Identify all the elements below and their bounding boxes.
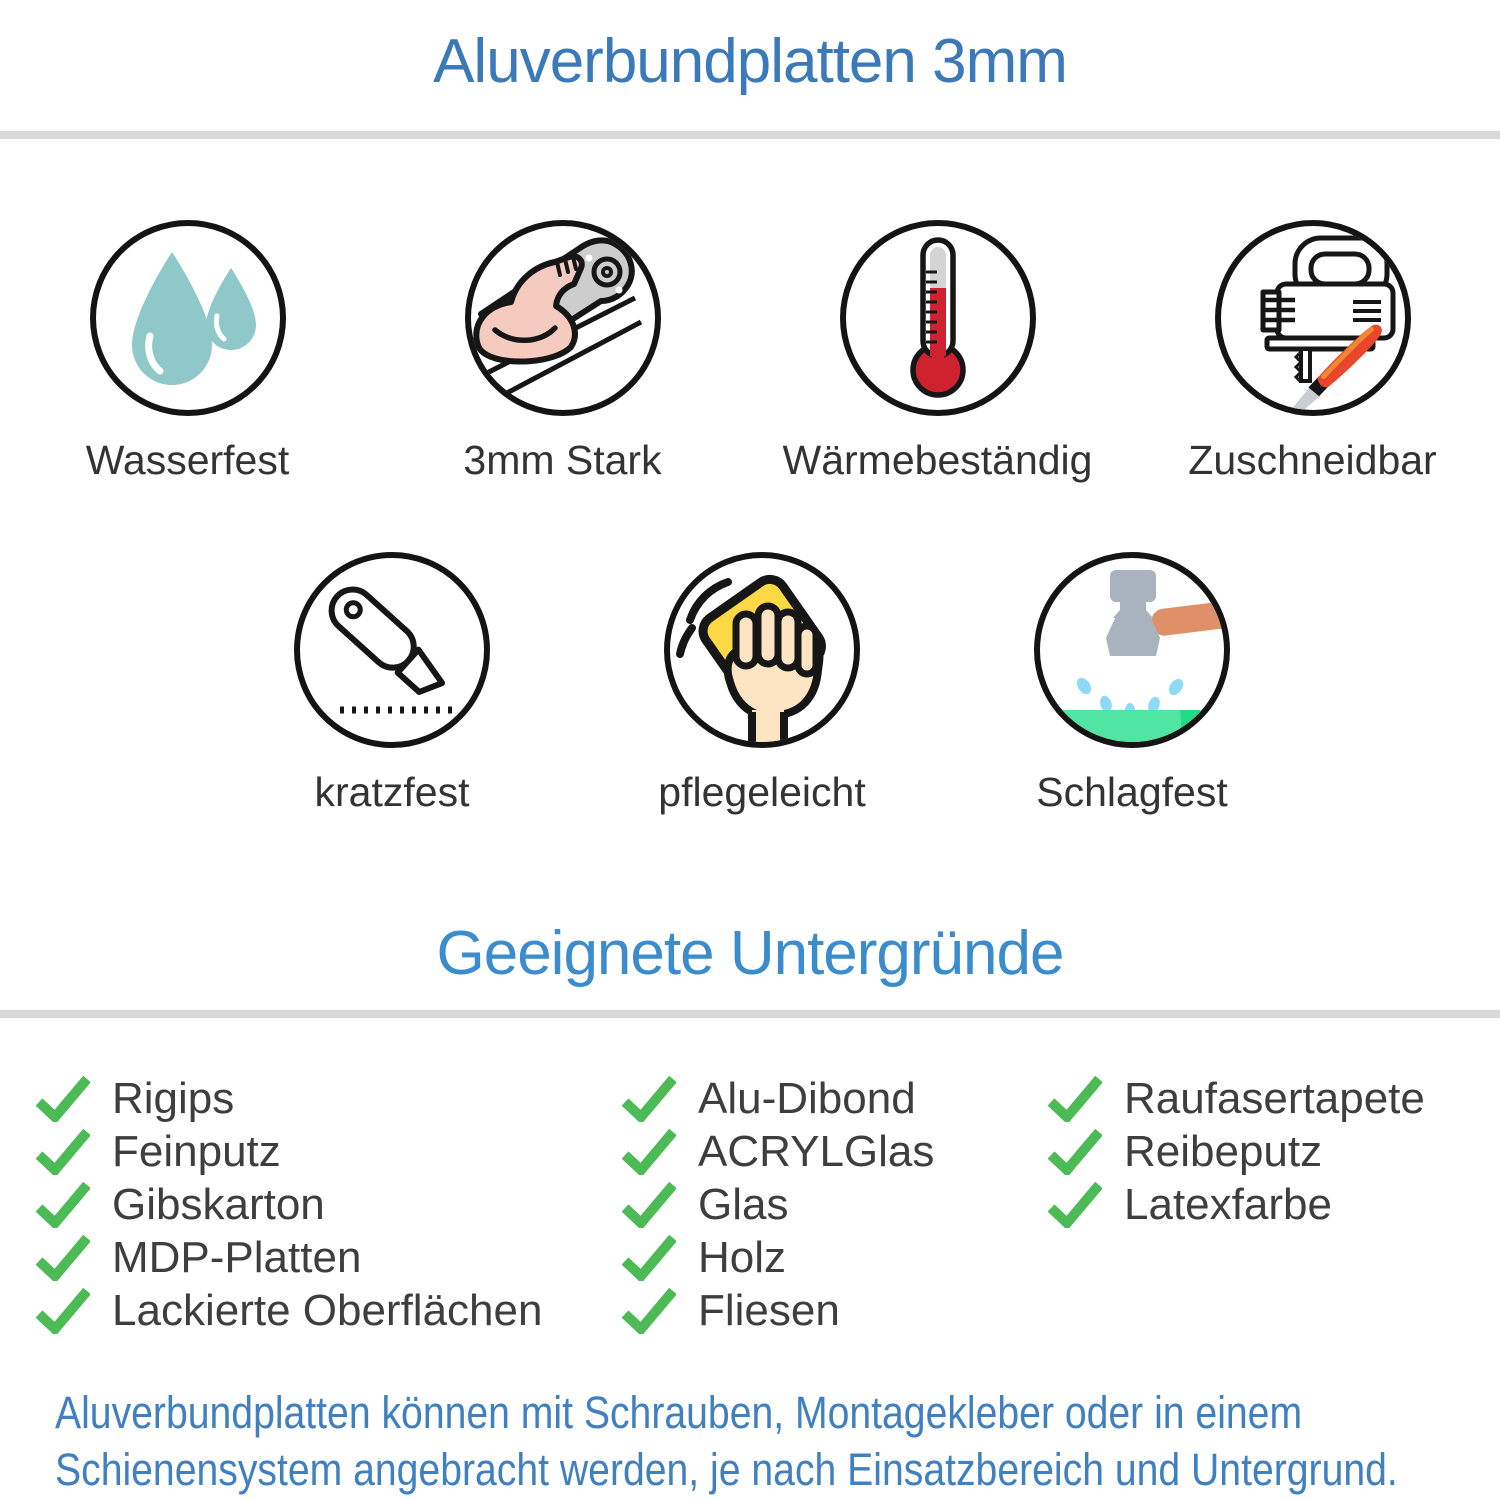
feature-waermebestaendig: Wärmebeständig [750,220,1125,484]
feature-label: Schlagfest [1036,769,1228,815]
list-item: Alu-Dibond [622,1072,934,1125]
list-item: ACRYLGlas [622,1125,934,1178]
list-item-label: Reibeputz [1124,1126,1323,1176]
feature-label: 3mm Stark [463,437,662,483]
check-icon [36,1287,90,1334]
list-item: Latexfarbe [1048,1178,1425,1231]
feature-label: Wärmebeständig [782,437,1093,483]
list-item: Reibeputz [1048,1125,1425,1178]
check-icon [36,1075,90,1122]
list-item-label: Alu-Dibond [698,1073,916,1123]
list-item-label: Lackierte Oberflächen [112,1285,543,1335]
check-icon [1048,1128,1102,1175]
list-item: Holz [622,1231,934,1284]
muscle-arm-icon [472,237,642,397]
check-icon [622,1234,676,1281]
check-icon [622,1075,676,1122]
check-icon [36,1181,90,1228]
check-icon [622,1181,676,1228]
list-item-label: Feinputz [112,1126,281,1176]
feature-pflegeleicht: pflegeleicht [577,552,947,816]
feature-label: Wasserfest [85,437,290,483]
feature-circle [1214,220,1411,416]
list-item-label: ACRYLGlas [698,1126,935,1176]
check-icon [1048,1075,1102,1122]
divider [0,131,1500,139]
wiping-hand-icon [676,574,826,742]
list-item-label: Gibskarton [112,1179,325,1229]
mounting-note-line2: Schienensystem angebracht werden, je nac… [55,1444,1398,1495]
list-item-label: Latexfarbe [1124,1179,1332,1229]
feature-label: Zuschneidbar [1188,437,1437,483]
list-item: Glas [622,1178,934,1231]
list-item: Rigips [36,1072,542,1125]
check-icon [1048,1181,1102,1228]
list-item-label: Glas [698,1179,789,1229]
feature-row-2: kratzfest pflegel [12,552,1500,816]
jigsaw-cutter-icon [1260,235,1395,410]
utility-knife-icon [328,586,452,714]
list-item-label: MDP-Platten [112,1232,362,1282]
feature-label: kratzfest [314,769,470,815]
water-drops-icon [131,252,256,385]
list-item-label: Rigips [112,1073,235,1123]
check-icon [36,1234,90,1281]
feature-circle [464,220,661,416]
feature-circle [294,552,490,748]
divider [0,1010,1500,1018]
feature-circle [89,220,286,416]
check-icon [622,1287,676,1334]
list-item: Lackierte Oberflächen [36,1284,542,1337]
hammer-impact-icon [1055,570,1224,742]
check-icon [36,1128,90,1175]
feature-schlagfest: Schlagfest [947,552,1317,816]
list-item-label: Raufasertapete [1124,1073,1425,1123]
list-item: Fliesen [622,1284,934,1337]
feature-wasserfest: Wasserfest [0,220,375,484]
feature-circle [1034,552,1230,748]
mounting-note: Aluverbundplatten können mit Schrauben, … [55,1384,1398,1498]
check-icon [622,1128,676,1175]
list-item: MDP-Platten [36,1231,542,1284]
feature-row-1: Wasserfest 3mm Stark [0,220,1500,484]
substrates-column-1: Rigips Feinputz Gibskarton MDP-Platten L… [36,1072,542,1337]
list-item-label: Fliesen [698,1285,840,1335]
list-item: Gibskarton [36,1178,542,1231]
list-item-label: Holz [698,1232,787,1282]
section-title-untergruende: Geeignete Untergründe [436,919,1064,988]
feature-kratzfest: kratzfest [207,552,577,816]
page-title: Aluverbundplatten 3mm [433,27,1068,96]
feature-zuschneidbar: Zuschneidbar [1125,220,1500,484]
list-item: Feinputz [36,1125,542,1178]
feature-circle [664,552,860,748]
substrates-column-2: Alu-Dibond ACRYLGlas Glas Holz Fliesen [622,1072,934,1337]
mounting-note-line1: Aluverbundplatten können mit Schrauben, … [55,1387,1303,1438]
thermometer-icon [909,237,966,398]
feature-label: pflegeleicht [658,769,866,815]
substrates-column-3: Raufasertapete Reibeputz Latexfarbe [1048,1072,1425,1231]
feature-3mm-stark: 3mm Stark [375,220,750,484]
feature-circle [839,220,1036,416]
list-item: Raufasertapete [1048,1072,1425,1125]
